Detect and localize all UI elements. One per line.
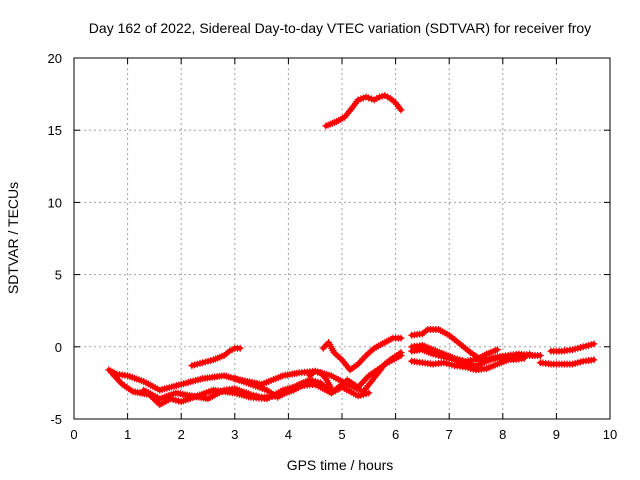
data-point (327, 385, 335, 393)
x-tick-label: 3 (231, 427, 238, 442)
y-tick-label: 15 (48, 123, 62, 138)
x-tick-label: 7 (446, 427, 453, 442)
data-point (493, 346, 501, 354)
x-tick-label: 2 (178, 427, 185, 442)
chart-title: Day 162 of 2022, Sidereal Day-to-day VTE… (89, 20, 591, 36)
x-tick-label: 10 (603, 427, 617, 442)
y-tick-label: 20 (48, 51, 62, 66)
axis-ticks: 0 1 2 3 4 5 6 7 8 9 10 -5 0 5 10 15 20 (48, 51, 618, 442)
x-tick-label: 5 (338, 427, 345, 442)
x-tick-label: 0 (70, 427, 77, 442)
grid-lines (74, 58, 610, 419)
series-arc-8 (322, 92, 405, 130)
data-point (317, 379, 325, 387)
data-point (526, 350, 534, 358)
data-point (590, 340, 598, 348)
series-arc-12 (408, 341, 501, 365)
x-tick-label: 6 (392, 427, 399, 442)
y-axis-label: SDTVAR / TECUs (5, 182, 21, 294)
data-point (465, 347, 473, 355)
data-point (536, 352, 544, 359)
data-point (590, 356, 598, 364)
series-arc-13 (536, 356, 598, 368)
y-tick-label: 10 (48, 195, 62, 210)
data-point (397, 349, 405, 357)
x-tick-label: 1 (124, 427, 131, 442)
y-tick-label: 0 (55, 340, 62, 355)
y-tick-label: -5 (50, 412, 62, 427)
data-point (385, 357, 392, 365)
x-tick-label: 8 (499, 427, 506, 442)
data-point (397, 106, 405, 114)
data-series (105, 92, 598, 409)
y-tick-label: 5 (55, 268, 62, 283)
data-point (365, 389, 373, 397)
x-tick-label: 9 (553, 427, 560, 442)
data-point (356, 358, 364, 366)
data-point (224, 349, 232, 357)
series-arc-5 (231, 349, 405, 401)
series-arc-7 (319, 334, 405, 374)
data-point (359, 355, 367, 363)
data-point (354, 360, 362, 368)
series-arc-11 (408, 350, 534, 374)
x-tick-label: 4 (285, 427, 292, 442)
series-arc-4 (188, 344, 244, 370)
data-point (236, 344, 244, 352)
data-point (397, 334, 405, 342)
data-point (361, 353, 368, 361)
series-arc-6 (306, 367, 335, 393)
series-arc-14 (547, 340, 598, 355)
x-axis-label: GPS time / hours (287, 457, 394, 473)
